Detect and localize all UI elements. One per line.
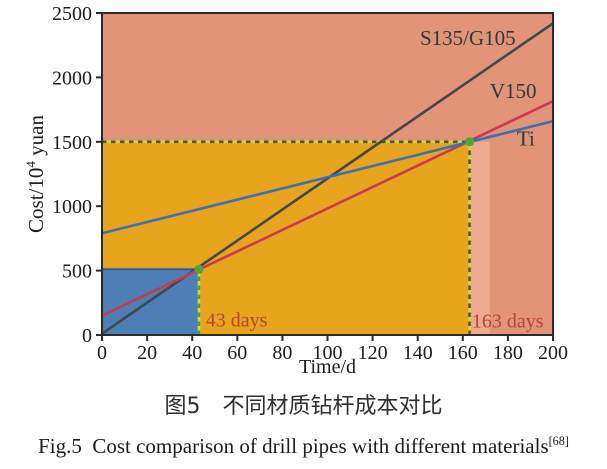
- x-axis-title: Time/d: [298, 356, 357, 378]
- y-axis-title-prefix: Cost/10: [24, 167, 48, 233]
- y-tick-label-0: 0: [82, 325, 92, 347]
- x-tick-label-100: 100: [313, 342, 343, 364]
- x-tick-label-80: 80: [272, 342, 292, 364]
- y-tick-label-1500: 1500: [52, 132, 92, 154]
- caption-english-text: Fig.5 Cost comparison of drill pipes wit…: [38, 434, 549, 458]
- y-axis-title: Cost/104 yuan: [23, 115, 49, 233]
- y-tick-label-500: 500: [62, 261, 92, 283]
- light-salmon-strip: [469, 141, 490, 335]
- y-axis-title-suffix: yuan: [24, 115, 48, 162]
- x-tick-label-60: 60: [227, 342, 247, 364]
- x-tick-label-180: 180: [493, 342, 523, 364]
- intersection-163-days: [465, 137, 475, 147]
- annotation-163-days: 163 days: [472, 310, 544, 332]
- intersection-43-days: [194, 264, 204, 274]
- y-tick-label-2500: 2500: [52, 3, 92, 25]
- x-tick-label-0: 0: [97, 342, 107, 364]
- series-line-ti: [101, 119, 554, 235]
- caption-reference-superscript: [68]: [548, 434, 569, 448]
- x-tick-label-200: 200: [538, 342, 568, 364]
- annotation-ti: Ti: [517, 127, 535, 151]
- x-tick-label-140: 140: [403, 342, 433, 364]
- caption-chinese: 图5 不同材质钻杆成本对比: [164, 394, 443, 419]
- y-axis-title-superscript: 4: [23, 161, 38, 168]
- series-line-v150: [101, 100, 554, 317]
- annotation-s135-g105: S135/G105: [420, 26, 516, 50]
- x-tick-label-120: 120: [358, 342, 388, 364]
- y-tick-label-2000: 2000: [52, 67, 92, 89]
- caption-english: Fig.5 Cost comparison of drill pipes wit…: [0, 434, 607, 459]
- annotation-43-days: 43 days: [206, 310, 268, 332]
- x-tick-label-40: 40: [182, 342, 202, 364]
- y-tick-label-1000: 1000: [52, 196, 92, 218]
- x-tick-label-20: 20: [137, 342, 157, 364]
- annotation-v150: V150: [490, 79, 537, 103]
- x-tick-label-160: 160: [448, 342, 478, 364]
- cost-comparison-chart: 0 20 40 60 80 100 120 140 160 180 2000500100015002…: [52, 3, 568, 364]
